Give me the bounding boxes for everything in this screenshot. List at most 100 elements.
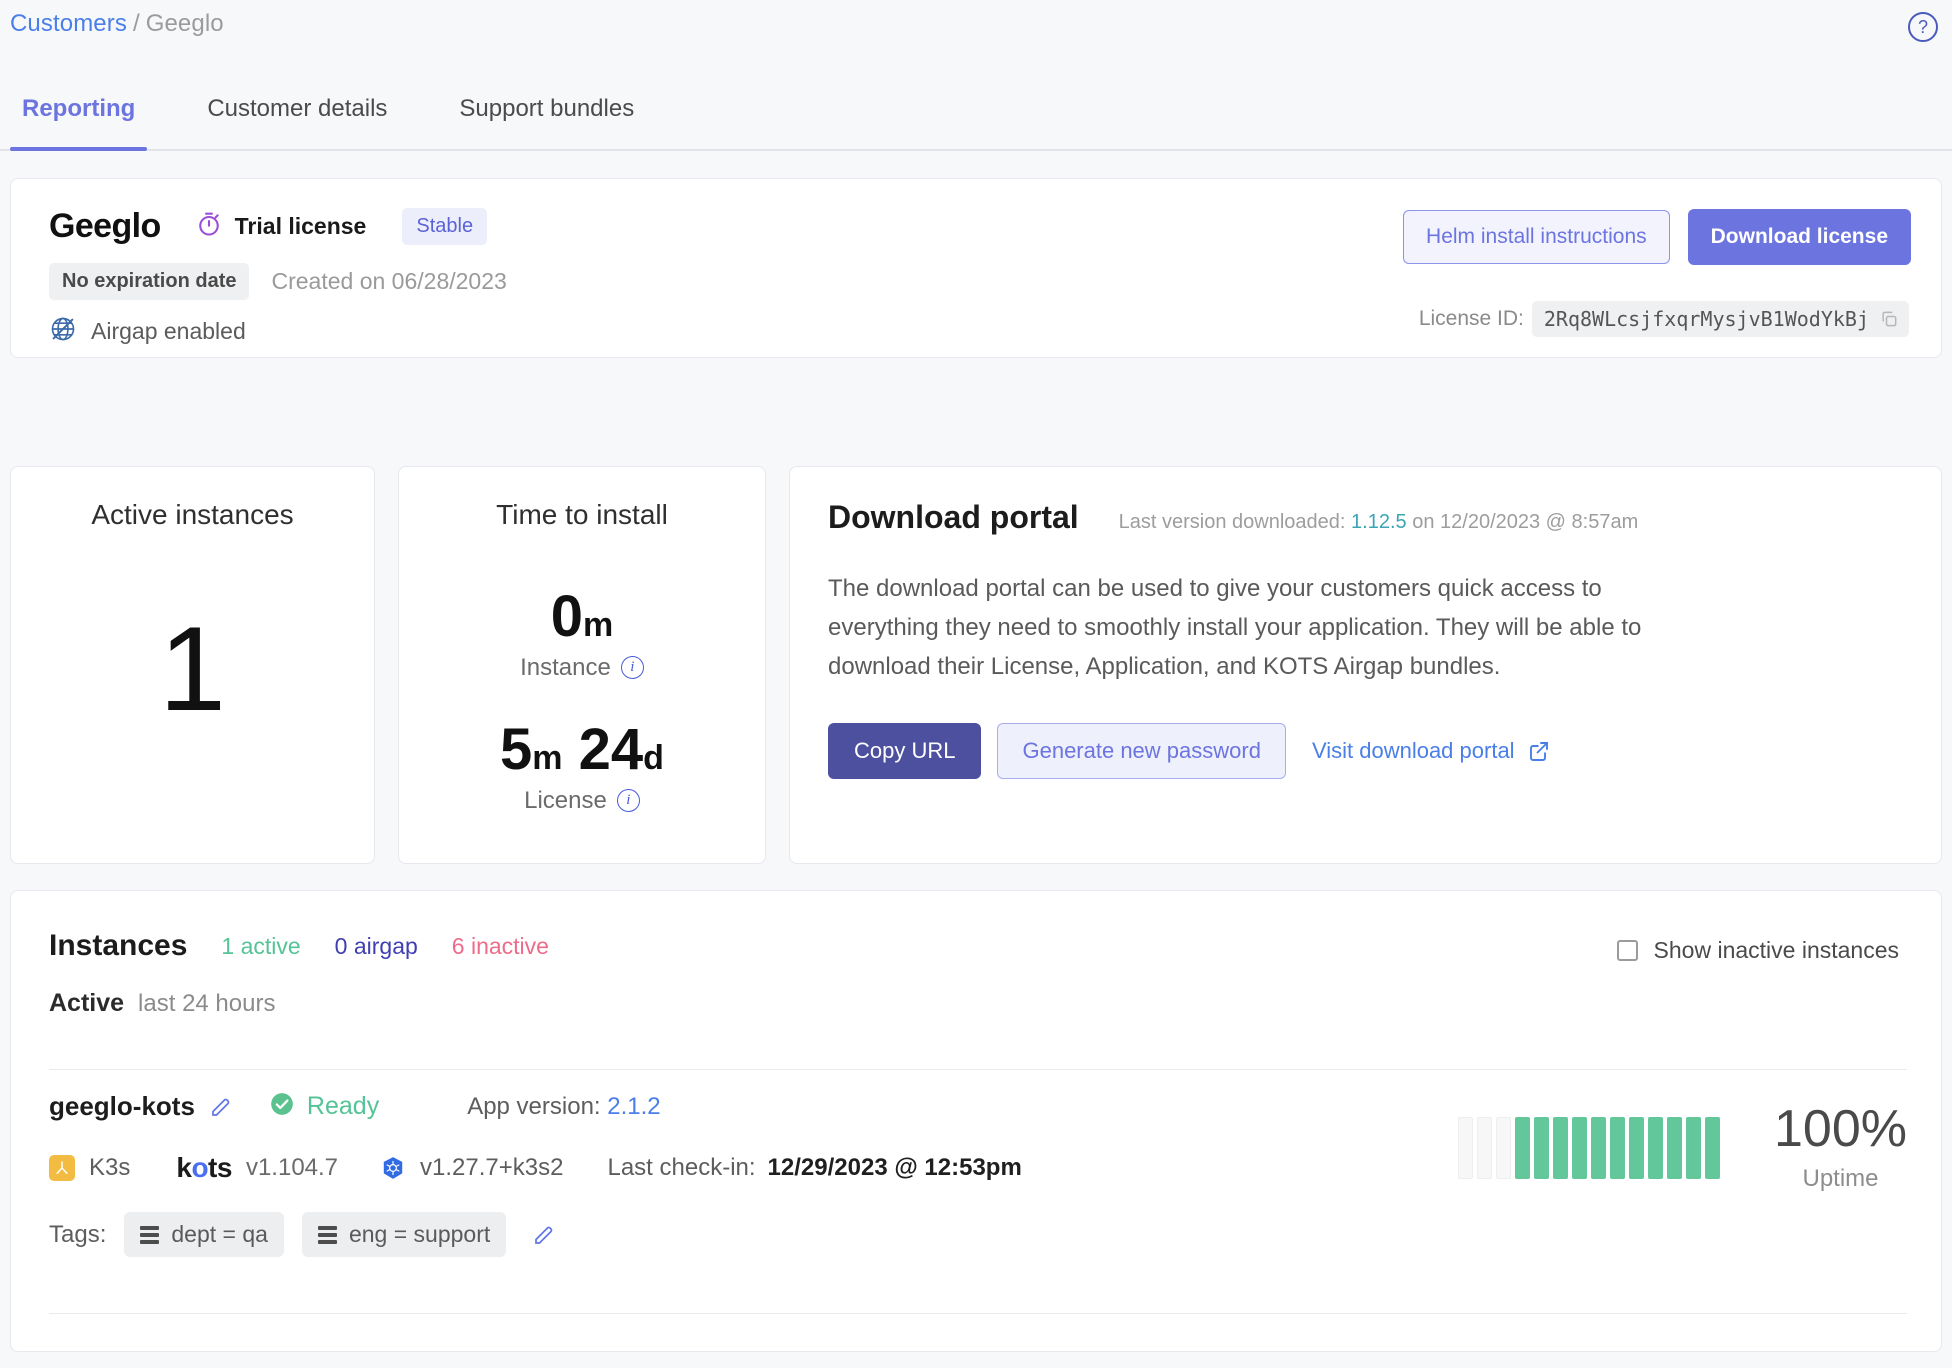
download-portal-header: Download portal Last version downloaded:…: [790, 467, 1941, 536]
instance-name: geeglo-kots: [49, 1091, 195, 1121]
tag-chip[interactable]: dept = qa: [124, 1212, 284, 1257]
tag-label: dept = qa: [171, 1221, 268, 1247]
uptime-bar-chart: [1458, 1117, 1720, 1179]
license-id-pill[interactable]: 2Rq8WLcsjfxqrMysjvB1WodYkBj: [1531, 301, 1909, 337]
last-version-downloaded: Last version downloaded: 1.12.5 on 12/20…: [1119, 511, 1639, 534]
globe-slash-icon: [49, 315, 77, 348]
license-time-label-row: License i: [399, 787, 765, 815]
tab-reporting[interactable]: Reporting: [10, 95, 148, 151]
show-inactive-checkbox[interactable]: [1616, 940, 1638, 961]
license-type-label: Trial license: [234, 213, 367, 239]
uptime-bar-filled: [1629, 1117, 1644, 1179]
instances-card: Instances 1 active 0 airgap 6 inactive S…: [10, 890, 1942, 1352]
last-version-number[interactable]: 1.12.5: [1351, 511, 1407, 533]
uptime-bar-empty: [1496, 1117, 1511, 1179]
instances-count-inactive[interactable]: 6 inactive: [451, 932, 549, 959]
license-time-value: 5m 24d: [399, 716, 765, 782]
table-row: geeglo-kots Ready App: [49, 1091, 1907, 1257]
instance-time-number: 0: [550, 584, 584, 649]
last-version-prefix: Last version downloaded:: [1118, 511, 1346, 533]
uptime-bar-empty: [1477, 1117, 1492, 1179]
time-to-install-instance: 0m Instance i: [399, 584, 765, 682]
info-icon[interactable]: i: [620, 656, 644, 680]
tag-lines-icon: [317, 1225, 337, 1244]
download-portal-card: Download portal Last version downloaded:…: [789, 466, 1942, 864]
uptime-bar-filled: [1686, 1117, 1701, 1179]
show-inactive-instances-toggle[interactable]: Show inactive instances: [1616, 937, 1899, 964]
expiration-badge: No expiration date: [49, 263, 250, 300]
license-id-label: License ID:: [1418, 307, 1524, 330]
breadcrumb: Customers / Geeglo: [10, 10, 224, 38]
license-id-value: 2Rq8WLcsjfxqrMysjvB1WodYkBj: [1543, 307, 1869, 331]
copy-url-button[interactable]: Copy URL: [828, 722, 982, 779]
instances-group-sublabel: last 24 hours: [138, 990, 276, 1017]
created-on-text: Created on 06/28/2023: [271, 268, 507, 294]
channel-badge: Stable: [402, 208, 488, 245]
help-circle-icon[interactable]: ?: [1908, 12, 1938, 42]
uptime-bar-filled: [1648, 1117, 1663, 1179]
instances-header: Instances 1 active 0 airgap 6 inactive: [11, 891, 1941, 963]
download-portal-description: The download portal can be used to give …: [828, 575, 1642, 680]
stopwatch-icon: [195, 210, 223, 243]
helm-install-instructions-button[interactable]: Helm install instructions: [1403, 210, 1670, 264]
license-summary-card: Geeglo Trial license Stable No ex: [10, 178, 1942, 358]
uptime-bar-empty: [1458, 1117, 1473, 1179]
info-icon[interactable]: i: [616, 789, 640, 813]
uptime-bar-filled: [1572, 1117, 1587, 1179]
license-time-unit-2: d: [643, 738, 664, 777]
k3s-icon: [49, 1155, 75, 1181]
instance-time-label: Instance: [520, 653, 611, 681]
active-instances-title: Active instances: [91, 499, 294, 530]
breadcrumb-current: Geeglo: [145, 10, 224, 37]
uptime-bar-filled: [1515, 1117, 1530, 1179]
airgap-label: Airgap enabled: [91, 318, 246, 344]
uptime-percent: 100%: [1774, 1100, 1907, 1158]
last-version-suffix: on 12/20/2023 @ 8:57am: [1412, 511, 1639, 533]
visit-download-portal-label: Visit download portal: [1311, 737, 1515, 763]
external-link-icon: [1527, 739, 1551, 763]
edit-pencil-icon[interactable]: [532, 1223, 556, 1247]
uptime-bar-filled: [1610, 1117, 1625, 1179]
active-instances-value: 1: [159, 602, 226, 736]
instances-group-label: Active: [49, 989, 125, 1017]
tag-chip[interactable]: eng = support: [301, 1212, 507, 1257]
edit-pencil-icon[interactable]: [209, 1095, 233, 1119]
tag-label: eng = support: [348, 1221, 491, 1247]
license-time-number-2: 24: [578, 716, 644, 782]
license-actions: Helm install instructions Download licen…: [1403, 209, 1911, 265]
download-license-button[interactable]: Download license: [1687, 209, 1911, 265]
instances-divider-top: [49, 1069, 1907, 1070]
download-portal-title: Download portal: [828, 499, 1079, 535]
app-name: Geeglo: [49, 207, 161, 245]
uptime-bar-filled: [1534, 1117, 1549, 1179]
tag-lines-icon: [140, 1225, 160, 1244]
time-to-install-license: 5m 24d License i: [399, 716, 765, 815]
uptime-summary: 100% Uptime: [1458, 1103, 1907, 1193]
instance-versions-line: K3s kots v1.104.7 v1.27.7+k3s2: [49, 1152, 1907, 1184]
airgap-row: Airgap enabled: [49, 315, 246, 348]
uptime-bar-filled: [1705, 1117, 1720, 1179]
instances-title: Instances: [49, 929, 188, 962]
visit-download-portal-link[interactable]: Visit download portal: [1312, 738, 1551, 764]
instance-time-value: 0m: [399, 584, 765, 649]
license-title-row: Geeglo Trial license Stable: [49, 207, 488, 246]
app-version-label: App version:: [467, 1092, 601, 1120]
instance-primary-line: geeglo-kots Ready App: [49, 1091, 1907, 1122]
app-version-value[interactable]: 2.1.2: [607, 1092, 661, 1120]
show-inactive-label: Show inactive instances: [1653, 937, 1899, 963]
breadcrumb-customers-link[interactable]: Customers: [10, 10, 127, 37]
tab-customer-details[interactable]: Customer details: [207, 95, 388, 122]
instance-app-version: App version: 2.1.2: [467, 1093, 660, 1121]
instances-count-active[interactable]: 1 active: [221, 932, 301, 959]
license-id: License ID: 2Rq8WLcsjfxqrMysjvB1WodYkBj: [1419, 301, 1909, 337]
instances-count-airgap[interactable]: 0 airgap: [334, 932, 418, 959]
generate-new-password-button[interactable]: Generate new password: [997, 722, 1286, 779]
license-dates-row: No expiration date Created on 06/28/2023: [49, 263, 507, 300]
instance-status-label: Ready: [306, 1092, 380, 1120]
last-checkin-value: 12/29/2023 @ 12:53pm: [767, 1154, 1022, 1181]
copy-icon[interactable]: [1879, 309, 1899, 329]
tab-support-bundles[interactable]: Support bundles: [459, 95, 635, 122]
kots-version: v1.104.7: [245, 1154, 339, 1181]
breadcrumb-separator: /: [132, 10, 140, 37]
tags-label: Tags:: [49, 1220, 107, 1248]
